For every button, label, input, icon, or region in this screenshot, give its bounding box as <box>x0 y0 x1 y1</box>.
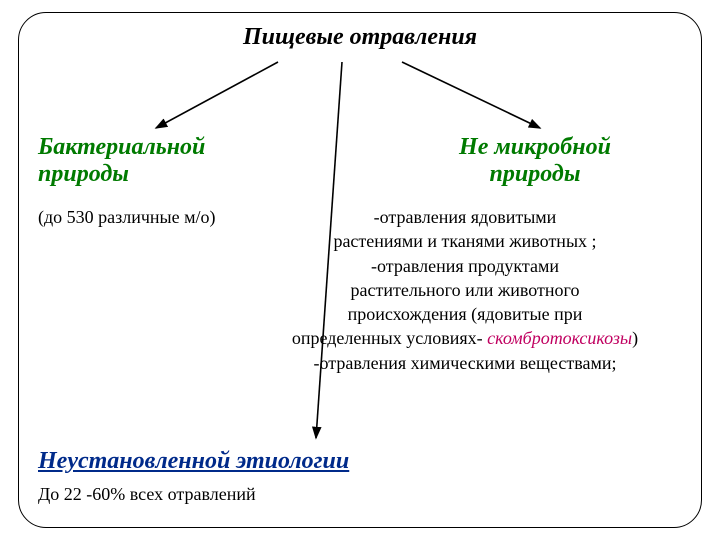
branch-right-heading-line1: Не микробной <box>459 134 611 160</box>
branch-right-heading-line2: природы <box>490 161 581 187</box>
right-line5b-pre: определенных условиях- <box>292 328 487 348</box>
branch-bottom-heading: Неустановленной этиологии <box>38 448 349 475</box>
branch-left-heading-line1: Бактериальной <box>38 134 205 160</box>
right-line5b-em: скомбротоксикозы <box>487 328 632 348</box>
diagram-title: Пищевые отравления <box>0 24 720 51</box>
branch-right-heading: Не микробной природы <box>390 134 680 188</box>
right-line6: -отравления химическими веществами; <box>314 353 617 373</box>
branch-bottom-sub: До 22 -60% всех отравлений <box>38 484 256 505</box>
right-line5b-post: ) <box>632 328 638 348</box>
right-line3: -отравления продуктами <box>371 256 559 276</box>
right-line1: -отравления ядовитыми <box>374 207 557 227</box>
branch-left-heading: Бактериальной природы <box>38 134 205 188</box>
right-line5a: происхождения (ядовитые при <box>348 304 583 324</box>
branch-right-body: -отравления ядовитыми растениями и тканя… <box>250 205 680 375</box>
right-line4: растительного или животного <box>351 280 580 300</box>
branch-left-heading-line2: природы <box>38 161 129 187</box>
branch-left-sub: (до 530 различные м/о) <box>38 207 216 228</box>
right-line2: растениями и тканями животных ; <box>333 231 596 251</box>
